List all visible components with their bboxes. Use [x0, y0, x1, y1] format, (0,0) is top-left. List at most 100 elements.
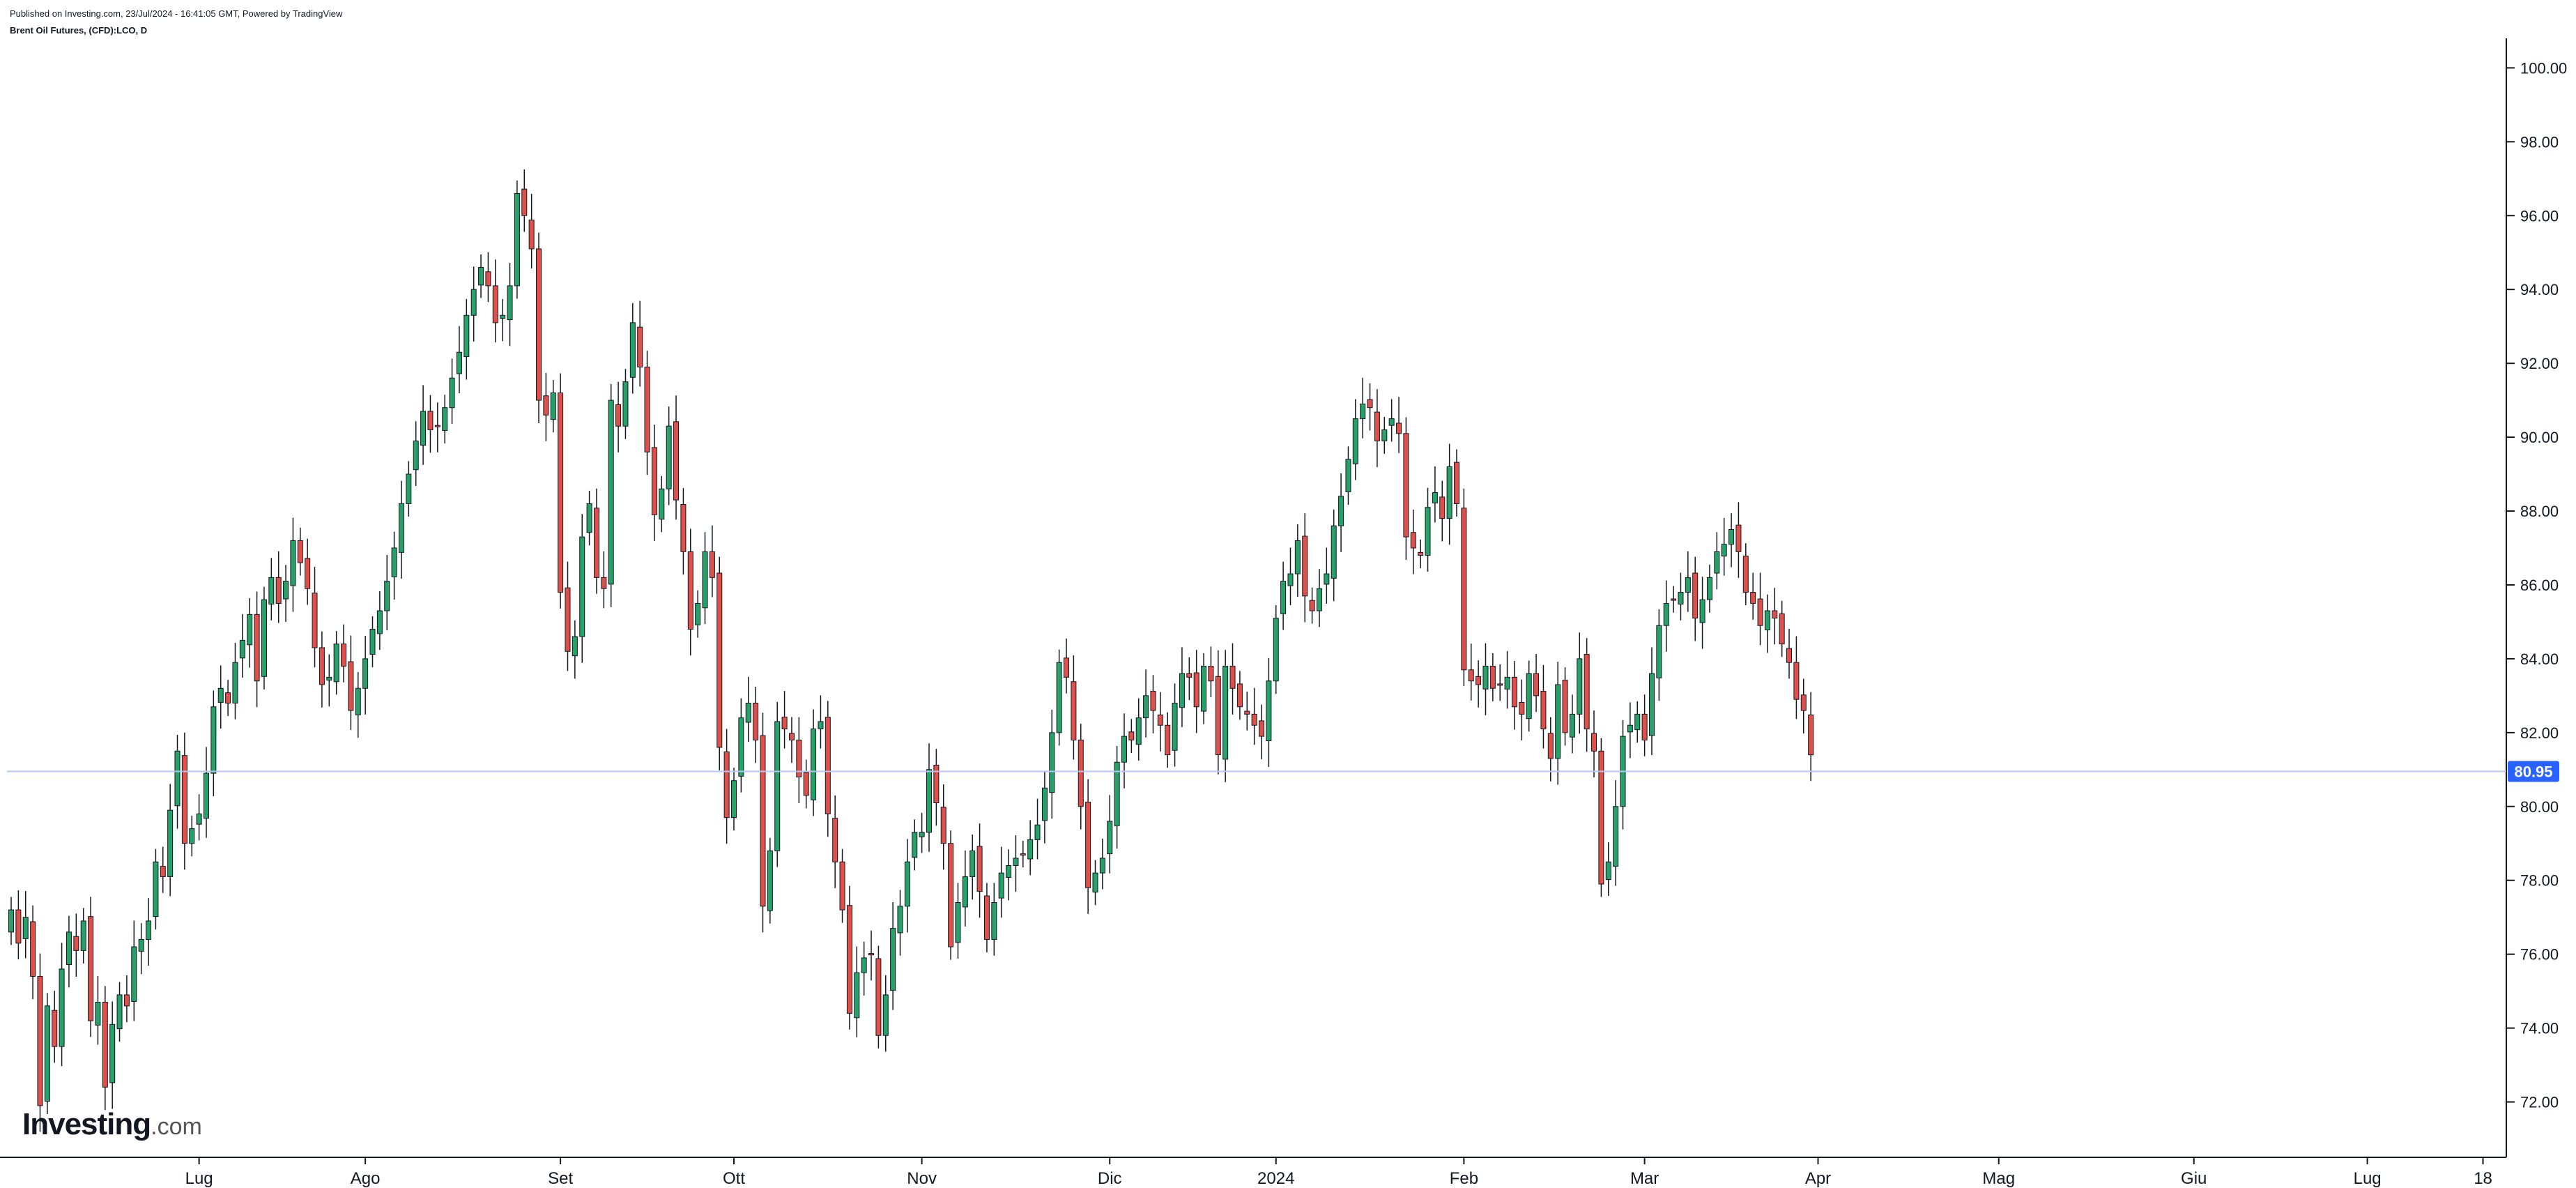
candle-up — [232, 662, 238, 703]
x-tick-label: Mar — [1630, 1169, 1659, 1188]
x-tick-label: Nov — [907, 1169, 937, 1188]
candle-up — [1425, 507, 1431, 556]
chart-header: Published on Investing.com, 23/Jul/2024 … — [10, 6, 342, 39]
candle-up — [44, 1005, 50, 1102]
candle-down — [1215, 676, 1221, 756]
candle-down — [275, 577, 282, 604]
candle-up — [774, 721, 781, 851]
candle-down — [1461, 508, 1467, 671]
candle-down — [753, 702, 759, 740]
candle-up — [738, 717, 744, 777]
candle-down — [1497, 683, 1503, 686]
candle-down — [1150, 691, 1156, 711]
candle-down — [839, 861, 845, 911]
candle-up — [449, 377, 455, 409]
candle-down — [976, 846, 983, 892]
candle-up — [413, 440, 419, 471]
x-tick-label: Mag — [1982, 1169, 2015, 1188]
candle-up — [962, 876, 968, 908]
x-tick-label: 18 — [2474, 1169, 2492, 1188]
candle-down — [30, 921, 36, 977]
candle-down — [1208, 665, 1214, 682]
candle-down — [1165, 724, 1171, 756]
candle-down — [73, 936, 79, 951]
candle-down — [1367, 399, 1373, 409]
candle-down — [1309, 600, 1315, 611]
candle-up — [1041, 787, 1048, 821]
investing-logo: Investing.com — [22, 1107, 202, 1142]
candle-down — [1800, 694, 1807, 711]
candle-down — [788, 733, 795, 740]
candle-up — [1721, 544, 1727, 557]
candle-up — [1388, 418, 1395, 426]
candle-up — [1714, 551, 1720, 574]
x-tick-label: Set — [548, 1169, 573, 1188]
candle-up — [268, 577, 275, 605]
candle-up — [1287, 573, 1294, 586]
candle-up — [1049, 732, 1055, 793]
candle-up — [1613, 806, 1619, 867]
candle-up — [109, 1023, 116, 1083]
candle-up — [1569, 713, 1575, 738]
candle-up — [1172, 702, 1178, 751]
y-tick-label: 90.00 — [2520, 429, 2559, 446]
candle-down — [680, 503, 687, 552]
x-tick-label: 2024 — [1257, 1169, 1294, 1188]
candle-up — [1360, 403, 1366, 420]
candle-down — [225, 692, 231, 703]
candle-down — [1750, 592, 1756, 604]
candle-down — [434, 425, 440, 427]
candle-up — [66, 931, 72, 965]
candle-up — [882, 994, 889, 1036]
candle-up — [1678, 592, 1684, 605]
candle-up — [500, 314, 506, 319]
candle-up — [1699, 599, 1705, 623]
candle-up — [1179, 673, 1185, 708]
candle-down — [940, 807, 946, 844]
candle-up — [702, 551, 708, 609]
candle-up — [861, 957, 867, 973]
candle-down — [651, 447, 657, 515]
candle-up — [406, 473, 412, 504]
candle-up — [1555, 684, 1561, 759]
candle-down — [521, 188, 528, 216]
candle-up — [326, 676, 332, 681]
candle-up — [912, 832, 918, 858]
candle-up — [998, 872, 1004, 899]
x-tick-label: Ott — [723, 1169, 745, 1188]
candle-up — [926, 769, 932, 833]
candle-up — [369, 629, 376, 655]
candle-up — [22, 917, 29, 939]
candle-down — [868, 953, 875, 956]
candle-down — [102, 1002, 108, 1088]
candle-down — [781, 717, 788, 730]
logo-brand: Investing — [22, 1107, 151, 1141]
candle-down — [528, 220, 535, 250]
x-tick-label: Lug — [2354, 1169, 2382, 1188]
candle-up — [8, 909, 14, 933]
candle-down — [1742, 556, 1749, 593]
candle-down — [875, 958, 882, 1036]
candle-down — [1547, 733, 1554, 759]
candle-up — [1706, 577, 1712, 600]
candle-up — [1099, 858, 1105, 874]
candle-down — [1533, 673, 1540, 696]
x-tick-label: Giu — [2181, 1169, 2207, 1188]
y-tick-label: 74.00 — [2520, 1020, 2559, 1037]
candle-up — [290, 540, 296, 586]
candle-up — [1446, 466, 1452, 519]
candle-up — [550, 393, 556, 420]
candle-down — [1786, 648, 1793, 663]
candle-up — [167, 809, 174, 877]
candle-down — [1779, 613, 1785, 645]
candle-up — [470, 289, 477, 316]
candle-down — [644, 366, 650, 452]
candle-down — [1251, 713, 1257, 726]
candle-down — [254, 614, 260, 682]
candle-down — [1591, 733, 1597, 752]
candle-up — [355, 687, 361, 715]
candle-down — [565, 587, 571, 652]
y-tick-label: 96.00 — [2520, 207, 2559, 224]
candle-down — [709, 551, 715, 578]
